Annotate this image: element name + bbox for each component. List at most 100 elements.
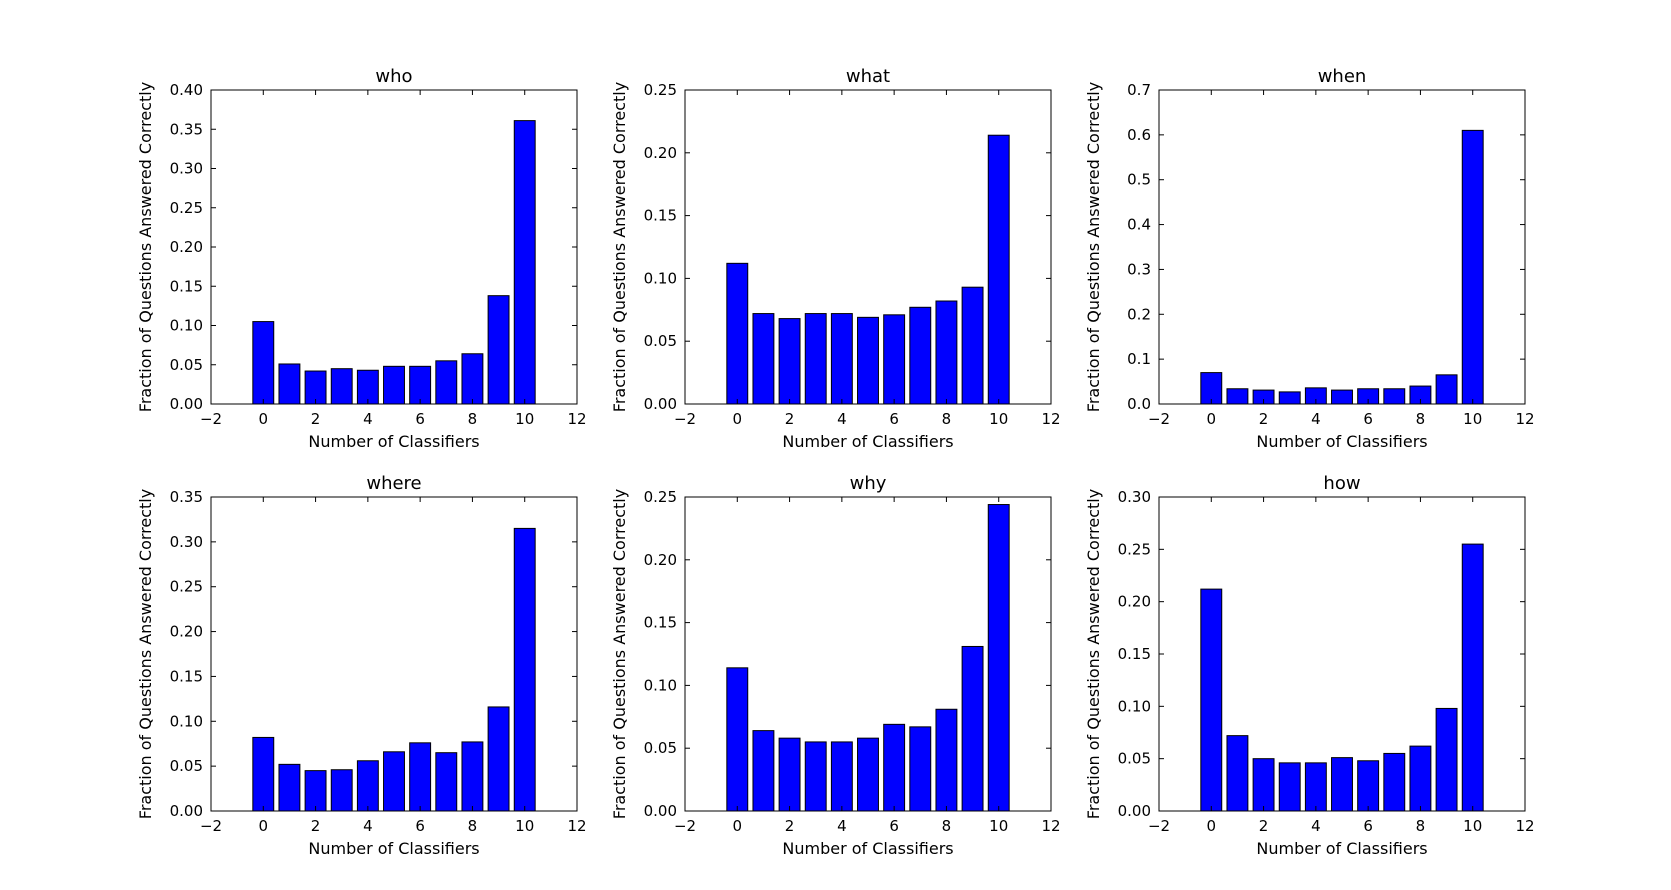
chart-who-ytick-label: 0.05 [170,356,203,374]
chart-where-bar-4 [356,760,379,812]
chart-how-ytick-label: 0.05 [1118,750,1151,768]
chart-how-ylabel: Fraction of Questions Answered Correctly [1084,489,1103,819]
chart-who-bar-3 [330,368,353,405]
chart-where-xtick-label: −2 [200,817,222,835]
chart-how-bar-0 [1200,588,1223,812]
chart-when-bar-9 [1435,374,1458,405]
chart-how-title: how [1323,473,1360,494]
chart-how-bar-4 [1304,762,1327,812]
chart-who-xtick-label: 10 [515,410,534,428]
chart-where-xtick-label: 0 [259,817,269,835]
chart-why-xtick-label: 8 [942,817,952,835]
chart-why-xtick-label: −2 [674,817,696,835]
chart-where-bar-6 [409,742,432,812]
chart-when-xtick-label: 4 [1311,410,1321,428]
chart-how-ytick-label: 0.00 [1118,802,1151,820]
chart-where-xtick-label: 8 [468,817,478,835]
chart-who-bar-8 [461,353,484,405]
chart-what-bar-3 [804,313,827,405]
chart-what-bar-2 [778,318,801,405]
chart-what-bar-9 [961,286,984,405]
chart-what-xtick-label: 6 [889,410,899,428]
chart-why-bar-1 [752,730,775,812]
chart-why-ytick-label: 0.20 [644,551,677,569]
chart-what-title: what [846,66,890,87]
chart-who-xtick-label: 12 [567,410,586,428]
chart-where-xlabel: Number of Classifiers [308,839,479,858]
chart-why-ytick-label: 0.25 [644,488,677,506]
chart-when-ytick-label: 0.7 [1127,81,1151,99]
chart-why-bar-4 [830,741,853,812]
chart-when-ytick-label: 0.3 [1127,260,1151,278]
chart-who-bar-0 [252,321,275,405]
chart-who-ylabel: Fraction of Questions Answered Correctly [136,82,155,412]
chart-where-bar-3 [330,769,353,812]
chart-why-bar-2 [778,737,801,812]
chart-when-ytick-label: 0.2 [1127,305,1151,323]
chart-what-ylabel: Fraction of Questions Answered Correctly [610,82,629,412]
chart-where-ytick-label: 0.25 [170,578,203,596]
chart-when-bar-3 [1278,391,1301,405]
chart-when-xtick-label: 10 [1463,410,1482,428]
chart-why-xtick-label: 6 [889,817,899,835]
chart-why-ytick-label: 0.00 [644,802,677,820]
chart-when-ytick-label: 0.5 [1127,171,1151,189]
chart-where-ytick-label: 0.20 [170,623,203,641]
chart-who-ytick-label: 0.00 [170,395,203,413]
chart-who-xlabel: Number of Classifiers [308,432,479,451]
chart-who-xtick-label: 0 [259,410,269,428]
chart-when-ylabel: Fraction of Questions Answered Correctly [1084,82,1103,412]
chart-where-bar-5 [383,751,405,812]
chart-where-plot-frame [210,496,578,812]
chart-where-ytick-label: 0.10 [170,712,203,730]
chart-why-ytick-label: 0.15 [644,614,677,632]
chart-how-bar-1 [1226,735,1249,812]
chart-when-bar-7 [1383,388,1406,405]
chart-why-bar-7 [909,726,932,812]
chart-why-ytick-label: 0.05 [644,739,677,757]
chart-who-bar-6 [409,365,432,405]
chart-when-ytick-label: 0.1 [1127,350,1151,368]
chart-when-plot-frame [1158,89,1526,405]
chart-when-xtick-label: 12 [1515,410,1534,428]
chart-how-ytick-label: 0.30 [1118,488,1151,506]
chart-how-bar-7 [1383,752,1406,812]
chart-when-ytick-label: 0.0 [1127,395,1151,413]
chart-where-ylabel: Fraction of Questions Answered Correctly [136,489,155,819]
chart-why-ylabel: Fraction of Questions Answered Correctly [610,489,629,819]
chart-who-bar-1 [278,363,301,405]
chart-when-title: when [1318,66,1367,87]
chart-when-xtick-label: −2 [1148,410,1170,428]
chart-where-ytick-label: 0.15 [170,667,203,685]
chart-how-bar-3 [1278,762,1301,812]
chart-who-ytick-label: 0.25 [170,199,203,217]
chart-who-xtick-label: 2 [311,410,321,428]
chart-why-xtick-label: 10 [989,817,1008,835]
chart-why-plot-frame [684,496,1052,812]
chart-how-ytick-label: 0.20 [1118,593,1151,611]
chart-when-ytick-label: 0.6 [1127,126,1151,144]
chart-who-xtick-label: 6 [415,410,425,428]
chart-why-bar-8 [935,708,958,812]
chart-what-xtick-label: 4 [837,410,847,428]
chart-how-xtick-label: −2 [1148,817,1170,835]
chart-why-xlabel: Number of Classifiers [782,839,953,858]
chart-what-ytick-label: 0.20 [644,144,677,162]
chart-why-xtick-label: 0 [733,817,743,835]
chart-why-bar-5 [857,737,879,812]
chart-who-bar-4 [356,369,379,405]
chart-what-xtick-label: 10 [989,410,1008,428]
chart-how-xtick-label: 6 [1363,817,1373,835]
chart-what-xtick-label: 2 [785,410,795,428]
chart-who-bar-10 [513,120,536,405]
chart-where-xtick-label: 6 [415,817,425,835]
chart-why-bar-0 [726,667,749,812]
chart-how-bar-9 [1435,707,1458,812]
chart-what-plot-frame [684,89,1052,405]
chart-how-ytick-label: 0.25 [1118,540,1151,558]
chart-what-ytick-label: 0.10 [644,269,677,287]
chart-when-xtick-label: 2 [1259,410,1269,428]
chart-when-bar-1 [1226,388,1249,405]
chart-where-bar-10 [513,527,536,812]
chart-what-xtick-label: 8 [942,410,952,428]
